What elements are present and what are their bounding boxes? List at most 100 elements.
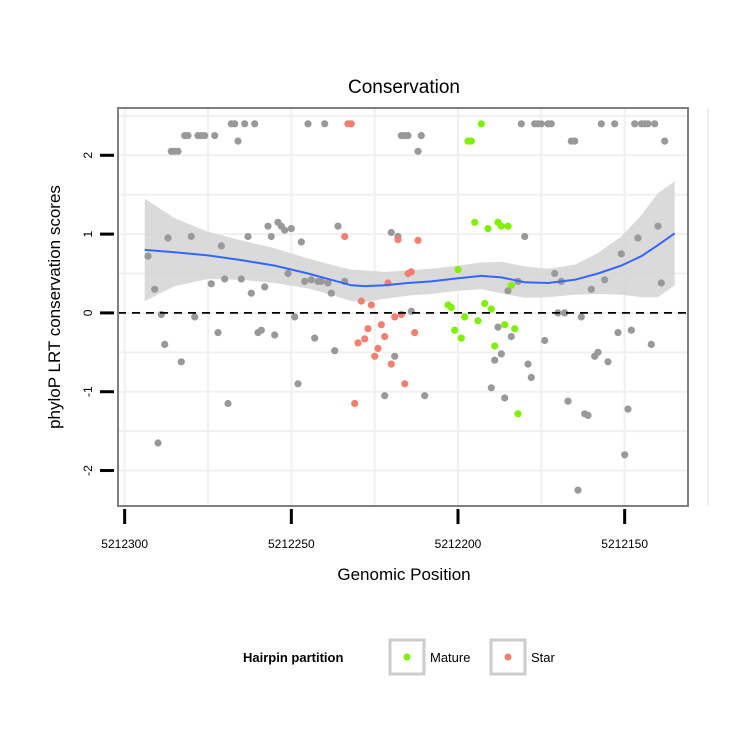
- x-tick-label: 5212150: [601, 537, 648, 551]
- point-other: [624, 405, 632, 413]
- point-star: [414, 236, 422, 244]
- point-other: [627, 326, 635, 334]
- point-other: [144, 252, 152, 260]
- legend-label-star: Star: [531, 650, 556, 665]
- point-other: [237, 275, 245, 283]
- point-other: [231, 120, 239, 128]
- point-other: [597, 120, 605, 128]
- point-other: [317, 277, 325, 285]
- point-other: [381, 392, 389, 400]
- point-other: [654, 222, 662, 230]
- point-other: [494, 323, 502, 331]
- point-mature: [471, 218, 479, 226]
- point-mature: [484, 225, 492, 233]
- point-other: [224, 399, 232, 408]
- y-tick-label: 2: [81, 152, 95, 159]
- point-star: [347, 120, 355, 128]
- plot-background: [118, 108, 688, 506]
- point-other: [244, 232, 252, 241]
- point-other: [577, 313, 585, 321]
- point-other: [334, 222, 342, 230]
- point-mature: [487, 305, 495, 313]
- legend-key-mature: [388, 638, 426, 676]
- point-other: [217, 242, 225, 250]
- point-other: [177, 358, 185, 366]
- point-mature: [461, 313, 469, 321]
- x-tick-label: 5212200: [435, 537, 482, 551]
- point-other: [251, 120, 259, 128]
- point-other: [504, 287, 512, 295]
- point-other: [294, 380, 302, 388]
- point-other: [281, 226, 289, 234]
- point-mature: [447, 303, 455, 311]
- legend-dot-star: [504, 653, 512, 661]
- y-tick-label: 1: [81, 230, 95, 237]
- x-axis-label: Genomic Position: [337, 565, 470, 584]
- point-other: [184, 132, 192, 140]
- point-star: [381, 333, 389, 341]
- point-other: [614, 329, 622, 337]
- point-other: [507, 333, 515, 341]
- plot-border: [117, 107, 689, 507]
- point-other: [547, 120, 555, 128]
- point-star: [411, 329, 419, 337]
- point-star: [364, 325, 372, 333]
- legend-title: Hairpin partition: [243, 650, 343, 665]
- point-mature: [491, 342, 499, 350]
- point-other: [414, 147, 422, 155]
- point-other: [211, 132, 219, 140]
- point-other: [321, 120, 329, 128]
- point-other: [221, 275, 229, 283]
- point-other: [571, 137, 579, 145]
- point-mature: [504, 222, 512, 230]
- point-other: [634, 234, 642, 242]
- confidence-band: [144, 181, 675, 302]
- point-other: [551, 269, 559, 278]
- data-points: [144, 120, 669, 494]
- point-other: [291, 313, 299, 321]
- point-mature: [454, 266, 462, 274]
- point-other: [601, 276, 609, 284]
- point-other: [407, 307, 415, 315]
- point-other: [327, 289, 335, 297]
- point-other: [417, 132, 425, 140]
- point-mature: [477, 120, 485, 128]
- point-other: [421, 392, 429, 400]
- point-star: [397, 310, 405, 319]
- point-other: [174, 147, 182, 155]
- y-axis-label: phyloP LRT conservation scores: [45, 185, 64, 429]
- point-other: [594, 348, 602, 356]
- point-mature: [474, 317, 482, 325]
- point-star: [374, 344, 382, 352]
- point-other: [264, 222, 272, 230]
- x-axis: 5212300 5212250 5212200 5212150: [101, 509, 648, 551]
- point-other: [537, 120, 545, 128]
- point-other: [261, 283, 269, 291]
- point-other: [524, 360, 532, 368]
- point-other: [644, 120, 652, 128]
- point-other: [214, 329, 222, 337]
- y-tick-label: -2: [81, 465, 95, 476]
- point-mature: [457, 334, 465, 342]
- point-other: [331, 347, 339, 355]
- point-mature: [497, 222, 505, 230]
- point-other: [207, 280, 215, 288]
- point-other: [161, 340, 169, 348]
- legend-label-mature: Mature: [430, 650, 470, 665]
- point-other: [201, 132, 209, 140]
- point-other: [561, 309, 569, 317]
- point-other: [154, 439, 162, 447]
- point-other: [491, 356, 499, 364]
- point-other: [657, 279, 665, 287]
- point-star: [354, 339, 362, 347]
- point-other: [387, 228, 395, 237]
- point-other: [157, 310, 165, 319]
- point-other: [584, 411, 592, 419]
- point-other: [527, 373, 535, 382]
- point-other: [324, 279, 332, 287]
- x-tick-label: 5212300: [101, 537, 148, 551]
- point-mature: [481, 299, 489, 308]
- y-tick-label: -1: [81, 386, 95, 397]
- point-other: [241, 120, 249, 128]
